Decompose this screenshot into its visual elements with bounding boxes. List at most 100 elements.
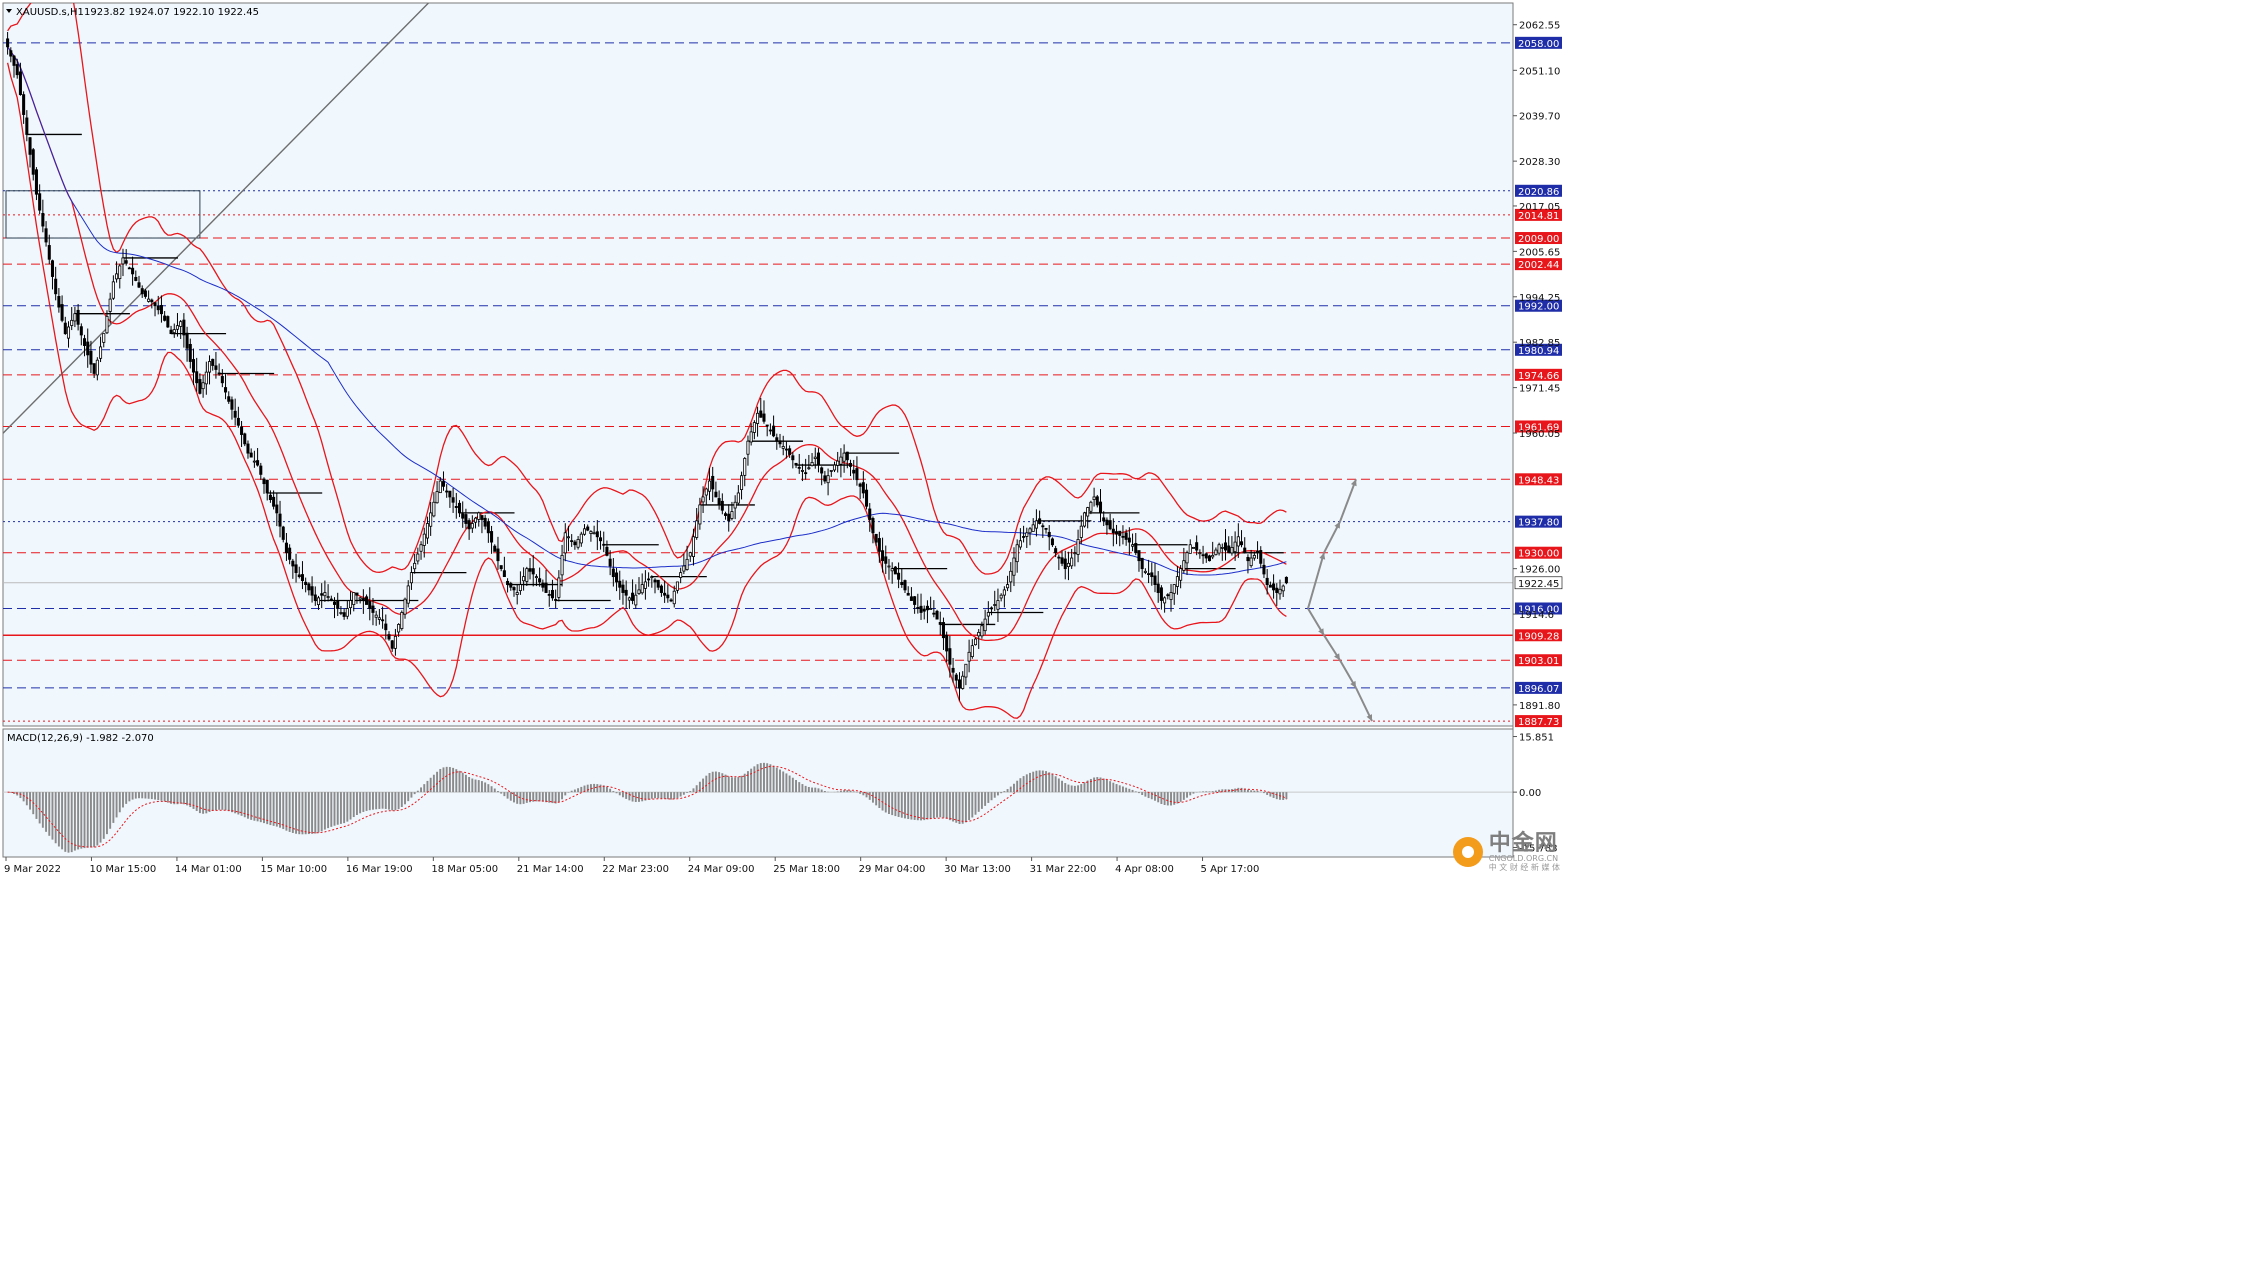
macd-bar xyxy=(86,792,89,848)
macd-bar xyxy=(871,792,874,803)
macd-bar xyxy=(525,792,528,803)
projection-down-arrowhead xyxy=(1318,628,1324,636)
candle-body xyxy=(948,648,952,665)
candle-body xyxy=(252,460,256,463)
macd-bar xyxy=(772,765,775,793)
candle-body xyxy=(794,462,798,466)
macd-bar xyxy=(836,791,839,793)
candle-body xyxy=(807,467,811,470)
x-tick-label: 9 Mar 2022 xyxy=(4,864,61,875)
candle-body xyxy=(810,462,814,467)
macd-bar xyxy=(753,766,756,793)
macd-bar xyxy=(580,786,583,793)
macd-y-tick-label: 0.00 xyxy=(1519,788,1541,799)
candle-body xyxy=(973,638,978,646)
candle-body xyxy=(1098,501,1103,514)
macd-bar xyxy=(1099,777,1102,793)
candle-body xyxy=(313,594,317,601)
candle-body xyxy=(586,526,590,531)
candle-body xyxy=(957,679,962,689)
candle-body xyxy=(778,440,782,445)
macd-bar xyxy=(38,792,41,824)
macd-bar xyxy=(804,785,807,793)
candle-body xyxy=(560,554,564,576)
candle-body xyxy=(413,562,417,570)
candle-body xyxy=(967,651,971,662)
candle-body xyxy=(211,358,215,366)
macd-bar xyxy=(638,792,640,802)
price-chart[interactable]: 2058.00 2020.86 2014.81 2009.00 2002.44 1992.… xyxy=(0,0,1568,880)
candle-body xyxy=(740,475,744,490)
price-levels xyxy=(3,42,1513,722)
macd-bar xyxy=(971,792,974,818)
candle-body xyxy=(1082,512,1087,527)
candle-body xyxy=(34,169,38,195)
macd-bar xyxy=(327,792,330,829)
candle-body xyxy=(1246,556,1250,562)
candle-body xyxy=(865,489,869,507)
candle-body xyxy=(1185,552,1189,564)
macd-bar xyxy=(105,792,108,835)
macd-bar xyxy=(1061,780,1064,793)
macd-bar xyxy=(1179,792,1182,802)
macd-bar xyxy=(1211,791,1214,793)
level-badge-label: 1980.94 xyxy=(1518,346,1559,357)
zhongjin-logo-icon xyxy=(1452,837,1483,868)
candle-body xyxy=(1118,530,1122,536)
macd-bar xyxy=(1070,785,1073,793)
candle-body xyxy=(749,431,753,443)
macd-bar xyxy=(573,789,576,793)
candle-body xyxy=(720,500,724,511)
candle-body xyxy=(1153,575,1157,585)
macd-bar xyxy=(1067,784,1070,793)
macd-bar xyxy=(746,771,749,793)
macd-bar xyxy=(968,792,971,821)
macd-bar xyxy=(1266,792,1269,795)
candle-body xyxy=(150,299,154,303)
macd-bar xyxy=(314,792,317,834)
candle-body xyxy=(137,282,141,288)
macd-bar xyxy=(1093,777,1096,793)
candle-body xyxy=(182,319,186,336)
level-badge xyxy=(1515,184,1562,197)
candle-body xyxy=(1028,528,1032,534)
macd-bar xyxy=(958,792,961,824)
macd-bar xyxy=(243,792,246,818)
macd-bar xyxy=(13,792,15,794)
macd-bar xyxy=(323,792,326,830)
macd-bar xyxy=(1054,776,1057,793)
candle-body xyxy=(422,533,426,546)
macd-bar xyxy=(384,792,387,809)
macd-bar xyxy=(1048,772,1051,793)
macd-bar xyxy=(1051,774,1054,793)
macd-bar xyxy=(673,792,676,800)
candle-body xyxy=(762,413,766,422)
main-panel[interactable] xyxy=(2,2,1514,727)
candle-body xyxy=(772,425,776,437)
candle-body xyxy=(294,564,298,574)
candle-body xyxy=(1211,554,1215,558)
y-tick-label: 2051.10 xyxy=(1519,66,1560,77)
macd-bar xyxy=(1253,790,1256,793)
candle-body xyxy=(858,483,862,487)
candle-body xyxy=(300,574,304,582)
macd-bar xyxy=(769,764,772,793)
macd-bar xyxy=(1041,770,1044,793)
level-badge xyxy=(1515,715,1562,728)
macd-bar xyxy=(875,792,878,806)
candle-body xyxy=(166,316,170,328)
candle-body xyxy=(70,319,74,326)
macd-bar xyxy=(240,792,243,816)
moving-average xyxy=(7,46,1287,576)
macd-bar xyxy=(272,792,275,826)
macd-bar xyxy=(891,792,894,816)
x-tick-label: 4 Apr 08:00 xyxy=(1115,864,1174,875)
macd-bar xyxy=(561,792,564,800)
candle-body xyxy=(54,278,58,295)
macd-bar xyxy=(400,792,403,807)
macd-bar xyxy=(138,792,140,799)
macd-bar xyxy=(179,792,182,804)
dropdown-triangle-icon[interactable] xyxy=(6,9,12,13)
lower-band xyxy=(6,62,1287,719)
candle-body xyxy=(1204,553,1208,559)
